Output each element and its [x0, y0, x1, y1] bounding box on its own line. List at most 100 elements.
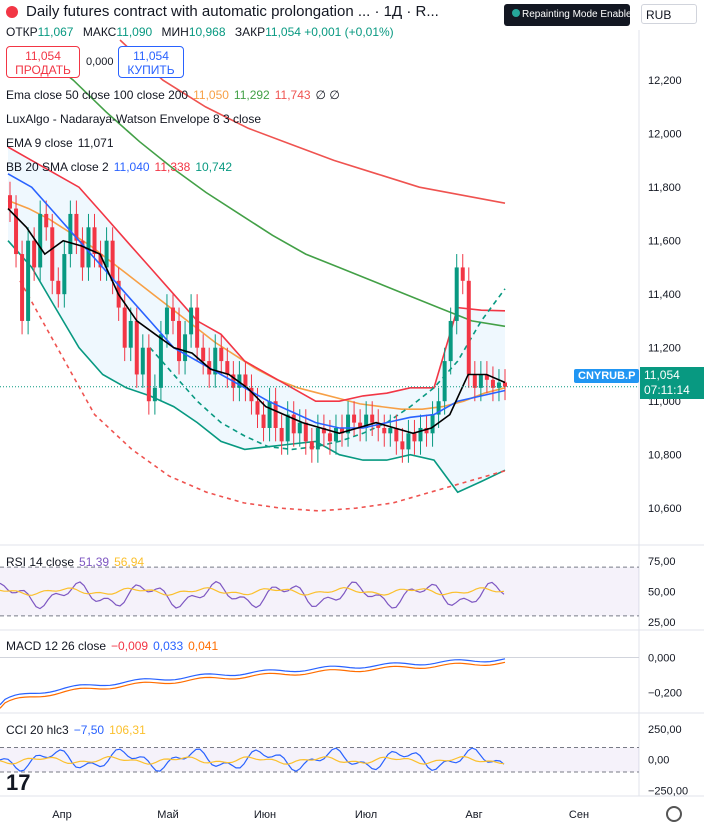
candle-body	[104, 240, 109, 268]
candle-body	[32, 240, 37, 268]
cci-tick-label: 0,00	[648, 755, 669, 767]
candle-body	[370, 414, 375, 423]
macd-signal-line	[0, 661, 506, 709]
candle-body	[309, 441, 314, 450]
buy-price: 11,054	[133, 49, 169, 63]
candle-body	[490, 379, 495, 388]
close-label: ЗАКР	[234, 25, 266, 39]
cci-value: −7,50	[73, 723, 105, 737]
x-tick-label: Апр	[52, 809, 71, 821]
cci-ma-line	[0, 755, 505, 765]
cci-legend[interactable]: CCI 20 hlc3 −7,50 106,31	[6, 723, 151, 737]
bb-legend[interactable]: BB 20 SMA close 2 11,040 11,338 10,742	[6, 160, 237, 174]
candle-body	[201, 347, 206, 362]
nw-envelope-legend[interactable]: LuxAlgo - Nadaraya-Watson Envelope 8 3 c…	[6, 112, 266, 126]
nw-upper-line	[149, 288, 506, 451]
candle-body	[8, 195, 12, 209]
candle-body	[267, 401, 272, 428]
candle-body	[484, 374, 489, 380]
candle-body	[38, 213, 43, 268]
candle-body	[213, 347, 218, 375]
candle-body	[388, 427, 393, 434]
ema100-line	[39, 52, 506, 328]
x-tick-label: Июн	[254, 809, 276, 821]
macd-legend[interactable]: MACD 12 26 close −0,009 0,033 0,041	[6, 639, 223, 653]
macd-label: MACD 12 26 close	[6, 639, 107, 653]
sell-price: 11,054	[25, 49, 61, 63]
sell-label: ПРОДАТЬ	[15, 63, 71, 77]
candle-body	[56, 280, 61, 295]
candle-body	[285, 414, 290, 442]
ema50-line	[7, 199, 506, 410]
sell-button[interactable]: 11,054 ПРОДАТЬ	[6, 46, 80, 78]
ema200-line	[119, 39, 506, 204]
repainting-badge[interactable]: Repainting Mode Enabled	[504, 4, 637, 26]
candle-body	[358, 422, 363, 428]
y-tick-label: 11,800	[648, 182, 681, 194]
candle-body	[50, 227, 55, 281]
candle-body	[321, 427, 326, 434]
nw-lower-line	[19, 280, 506, 512]
candle-body	[152, 387, 157, 402]
currency-selector[interactable]: RUB	[641, 4, 697, 24]
nw-envelope-label: LuxAlgo - Nadaraya-Watson Envelope 8 3 c…	[6, 112, 262, 126]
badge-dot-icon	[512, 9, 520, 17]
candle-body	[424, 427, 429, 434]
y-tick-label: 11,600	[648, 236, 681, 248]
candle-body	[80, 240, 85, 268]
candle-body	[243, 374, 248, 388]
ema9-line	[7, 208, 506, 435]
symbol-tag: CNYRUB.P	[574, 369, 640, 383]
ema-empty-value: ∅ ∅	[315, 88, 340, 102]
candle-body	[189, 307, 194, 335]
candle-body	[406, 433, 411, 450]
candle-body	[261, 414, 266, 428]
candle-body	[158, 334, 163, 388]
cci-label: CCI 20 hlc3	[6, 723, 69, 737]
bb-lower-line	[7, 240, 506, 494]
candle-body	[327, 433, 332, 442]
buy-button[interactable]: 11,054 КУПИТЬ	[118, 46, 184, 78]
bb-basis-value: 11,040	[113, 160, 150, 174]
rsi-tick-label: 75,00	[648, 556, 676, 568]
candle-body	[128, 320, 133, 348]
candle-body	[195, 307, 200, 348]
candle-body	[454, 267, 459, 321]
ema200-value: 11,743	[274, 88, 311, 102]
last-price: 11,054	[644, 368, 680, 382]
rsi-value: 51,39	[79, 555, 110, 569]
candle-body	[472, 374, 477, 388]
y-tick-label: 11,000	[648, 396, 681, 408]
candle-body	[62, 254, 67, 295]
candle-body	[297, 422, 302, 434]
ema100-value: 11,292	[233, 88, 270, 102]
candle-body	[400, 441, 405, 450]
ema9-legend[interactable]: EMA 9 close 11,071	[6, 136, 119, 150]
candle-body	[352, 414, 357, 423]
gear-icon[interactable]	[666, 806, 682, 822]
candle-body	[164, 307, 169, 335]
bb-upper-line	[7, 146, 506, 402]
candle-body	[140, 347, 145, 375]
rsi-line	[0, 580, 505, 610]
candle-body	[466, 280, 471, 375]
bb-band-fill	[8, 147, 505, 493]
candle-body	[255, 401, 260, 415]
y-tick-label: 11,200	[648, 343, 681, 355]
rsi-legend[interactable]: RSI 14 close 51,39 56,94	[6, 555, 149, 569]
ema9-value: 11,071	[77, 136, 114, 150]
y-tick-label: 10,600	[648, 503, 682, 515]
chart-title[interactable]: Daily futures contract with automatic pr…	[26, 3, 439, 20]
ema-legend[interactable]: Ema close 50 close 100 close 200 11,050 11…	[6, 88, 345, 102]
candle-body	[460, 267, 465, 281]
open-label: ОТКР	[6, 25, 38, 39]
rsi-label: RSI 14 close	[6, 555, 75, 569]
high-value: 11,090	[116, 25, 153, 39]
candle-body	[394, 427, 399, 442]
signal-value: 0,041	[188, 639, 219, 653]
ohlc-readout: ОТКР11,067 МАКС11,090 МИН10,968 ЗАКР11,0…	[6, 25, 394, 39]
candle-body	[110, 240, 115, 281]
candle-body	[478, 374, 483, 388]
candle-body	[291, 414, 296, 434]
